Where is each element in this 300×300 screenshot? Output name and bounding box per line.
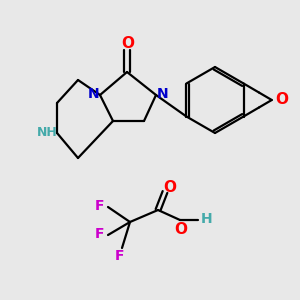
Text: O: O	[275, 92, 288, 107]
Text: H: H	[201, 212, 213, 226]
Text: N: N	[88, 87, 100, 101]
Text: O: O	[122, 37, 134, 52]
Text: F: F	[94, 227, 104, 241]
Text: F: F	[115, 249, 125, 263]
Text: NH: NH	[37, 127, 57, 140]
Text: N: N	[157, 87, 169, 101]
Text: F: F	[94, 199, 104, 213]
Text: O: O	[175, 221, 188, 236]
Text: O: O	[164, 181, 176, 196]
